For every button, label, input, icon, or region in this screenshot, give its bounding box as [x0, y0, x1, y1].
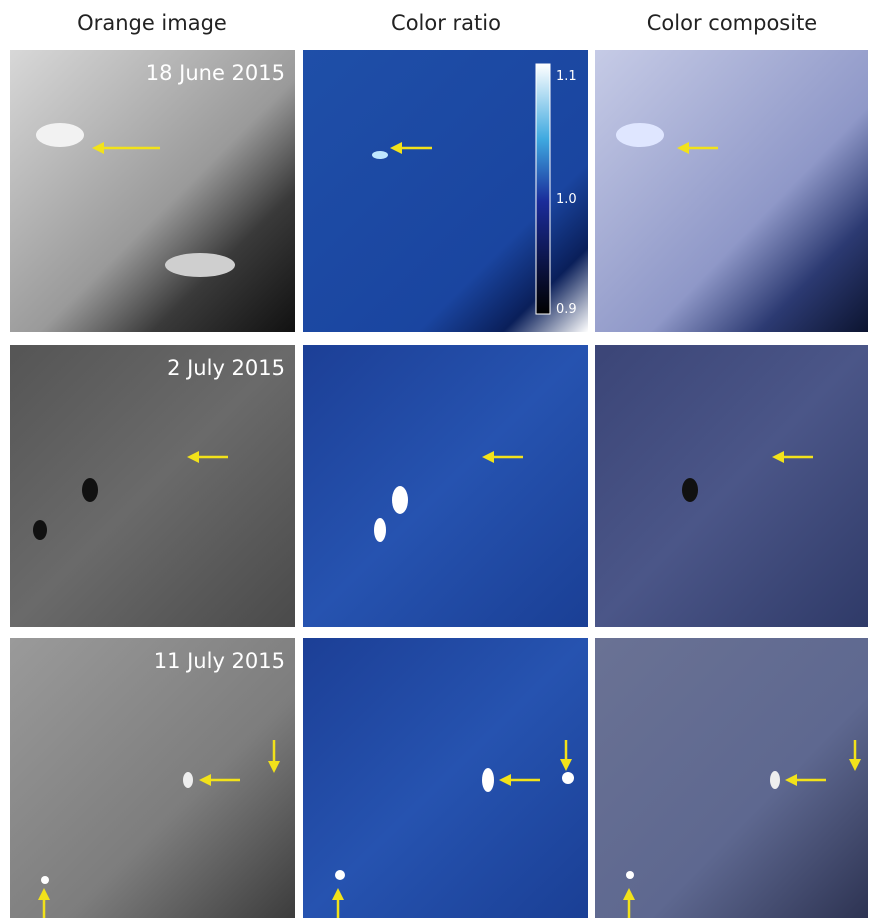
date-label: 18 June 2015 — [146, 61, 285, 85]
column-header: Orange image — [77, 11, 227, 35]
column-header: Color ratio — [391, 11, 501, 35]
image-panel — [595, 345, 868, 627]
column-header: Color composite — [647, 11, 817, 35]
colorbar-tick: 0.9 — [556, 302, 577, 317]
date-label: 11 July 2015 — [154, 649, 285, 673]
image-panel — [10, 50, 295, 332]
colorbar — [535, 63, 551, 315]
date-label: 2 July 2015 — [167, 356, 285, 380]
image-panel — [595, 638, 868, 918]
image-panel — [595, 50, 868, 332]
image-panel — [303, 638, 588, 918]
colorbar-tick: 1.0 — [556, 192, 577, 207]
image-panel — [303, 345, 588, 627]
colorbar-tick: 1.1 — [556, 69, 577, 84]
image-panel — [10, 345, 295, 627]
image-panel — [10, 638, 295, 918]
